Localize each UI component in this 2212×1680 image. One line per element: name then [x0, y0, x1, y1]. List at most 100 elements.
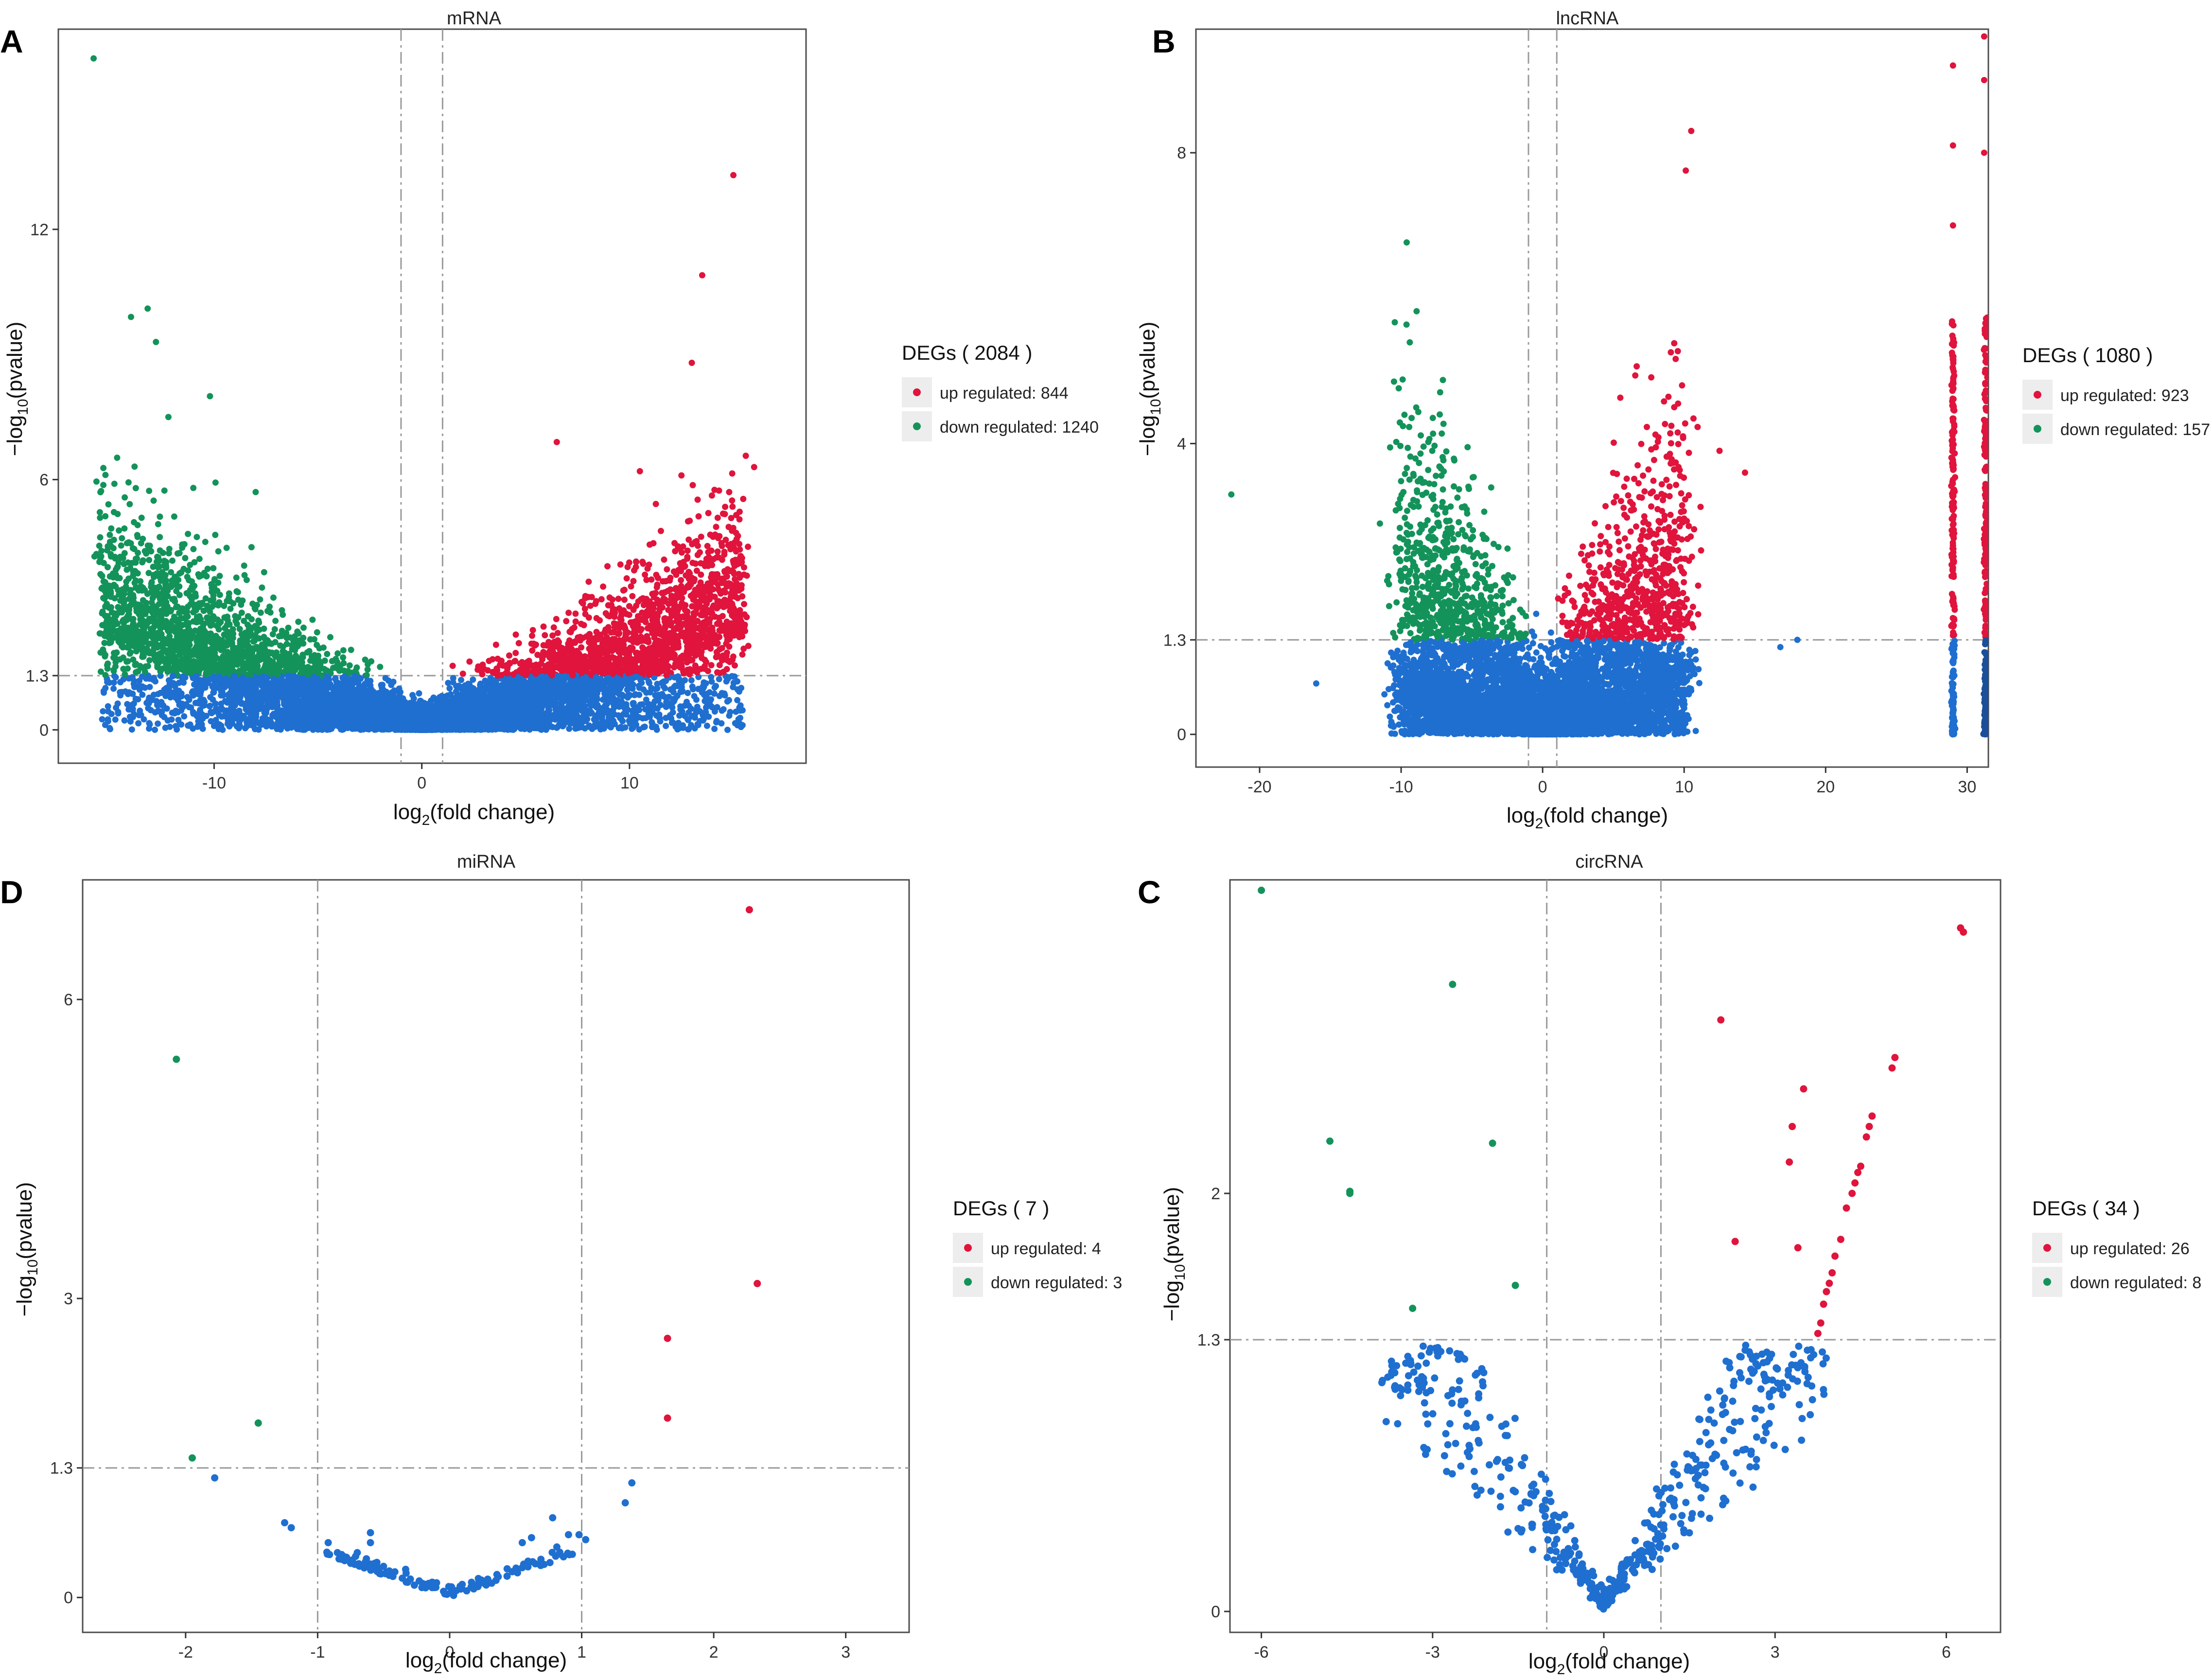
down-point [165, 550, 172, 557]
down-point [132, 485, 139, 491]
ns-point [445, 680, 452, 686]
up-point [540, 623, 547, 630]
down-point [122, 494, 128, 501]
up-point [549, 632, 556, 639]
up-point [667, 586, 674, 593]
up-point [740, 495, 747, 502]
ns-point [711, 725, 718, 732]
up-point [708, 492, 715, 499]
down-point [168, 569, 175, 576]
ns-point [446, 685, 453, 692]
ns-point [176, 680, 182, 686]
up-point [615, 595, 622, 602]
down-point [96, 509, 103, 516]
ns-point [716, 676, 722, 682]
up-point [604, 563, 611, 570]
ns-point [112, 674, 119, 681]
down-point [93, 478, 100, 485]
down-point [169, 557, 176, 564]
up-point [664, 566, 670, 573]
down-point [332, 664, 339, 670]
ns-point [477, 682, 484, 688]
down-point [98, 488, 105, 494]
up-point [593, 629, 600, 635]
down-point [132, 568, 139, 575]
down-point [202, 539, 209, 545]
down-point [171, 513, 177, 520]
up-point [743, 572, 750, 579]
down-point [119, 535, 125, 542]
down-point [238, 610, 245, 616]
ns-point [619, 718, 626, 724]
down-point [120, 654, 126, 661]
down-point [131, 579, 138, 586]
down-point [257, 609, 264, 616]
down-point [146, 488, 153, 494]
down-point [248, 544, 255, 551]
ns-point [176, 721, 183, 728]
up-point [685, 518, 691, 525]
up-point [714, 548, 721, 555]
down-point [173, 588, 180, 595]
down-point [155, 521, 161, 527]
down-point [157, 513, 163, 520]
ns-point [110, 685, 117, 692]
up-point [512, 649, 519, 656]
up-point [593, 598, 599, 605]
up-point [694, 496, 701, 503]
up-point [588, 594, 595, 600]
ns-point [410, 695, 417, 702]
down-point [227, 605, 234, 612]
up-point [529, 627, 536, 633]
ns-point [676, 712, 683, 719]
up-point [728, 515, 735, 522]
mrna-plot-frame [57, 28, 807, 764]
down-point [269, 631, 276, 638]
down-point [102, 653, 108, 660]
ns-point [688, 677, 695, 683]
ns-point [162, 724, 169, 731]
ns-point [702, 704, 709, 711]
up-point [580, 622, 587, 629]
up-point [704, 542, 711, 549]
ns-point [672, 682, 679, 689]
down-point [271, 626, 278, 632]
down-point [215, 548, 222, 555]
down-point [100, 482, 107, 489]
up-point [572, 610, 579, 617]
up-point [628, 583, 634, 590]
up-point [661, 556, 667, 563]
down-point [262, 636, 268, 643]
ns-point [416, 690, 422, 697]
ns-point [152, 726, 158, 733]
ns-point [663, 722, 669, 729]
down-point [221, 602, 228, 609]
down-point [124, 658, 131, 665]
up-point [705, 510, 712, 516]
up-point [654, 581, 661, 588]
mrna-points [58, 29, 806, 763]
ns-point [105, 703, 111, 710]
down-point [277, 642, 283, 649]
mrna-chart-title: mRNA [447, 8, 502, 29]
down-point [279, 628, 285, 634]
down-point [116, 527, 123, 534]
down-point [362, 656, 369, 663]
up-point [644, 633, 650, 640]
down-point [300, 624, 307, 631]
ns-point [682, 677, 688, 683]
up-point [689, 482, 696, 489]
ns-point [458, 677, 464, 683]
down-point [346, 662, 353, 669]
up-point [692, 560, 699, 567]
ns-point [724, 726, 731, 733]
ns-point [643, 689, 650, 696]
ns-point [99, 716, 105, 723]
ns-point [470, 676, 476, 683]
up-point [678, 577, 685, 583]
ns-point [128, 726, 135, 733]
up-point [554, 630, 561, 636]
up-point [693, 567, 700, 574]
